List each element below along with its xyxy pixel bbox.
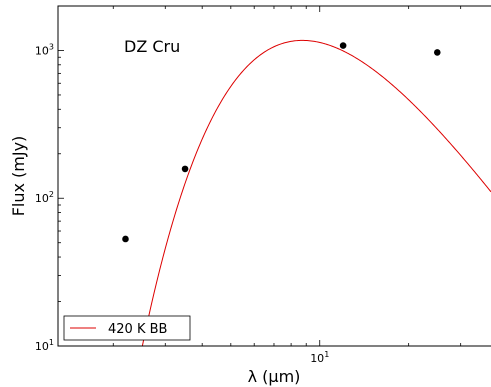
blackbody-curve-420k — [141, 39, 491, 346]
legend-label-420k: 420 K BB — [108, 322, 167, 337]
data-point-0 — [122, 235, 129, 243]
blackbody-curve-layer — [141, 39, 491, 346]
y-tick-label-0: 101 — [35, 338, 54, 353]
y-tick-label-2: 103 — [35, 42, 54, 57]
data-points-layer — [122, 42, 441, 243]
legend: 420 K BB — [63, 315, 191, 341]
data-point-1 — [181, 165, 189, 173]
y-axis-label: Flux (mJy) — [9, 136, 28, 217]
x-tick-label-0: 101 — [310, 350, 329, 365]
axes-frame-path — [57, 5, 491, 347]
x-axis-label: λ (μm) — [248, 367, 301, 386]
data-point-2 — [339, 42, 347, 49]
annotation-label: DZ Cru — [124, 37, 180, 56]
axes-frame — [57, 5, 491, 347]
data-point-3 — [433, 49, 441, 56]
y-tick-label-1: 102 — [35, 190, 54, 205]
ticks-layer: 101 101 102 103 — [35, 5, 462, 365]
